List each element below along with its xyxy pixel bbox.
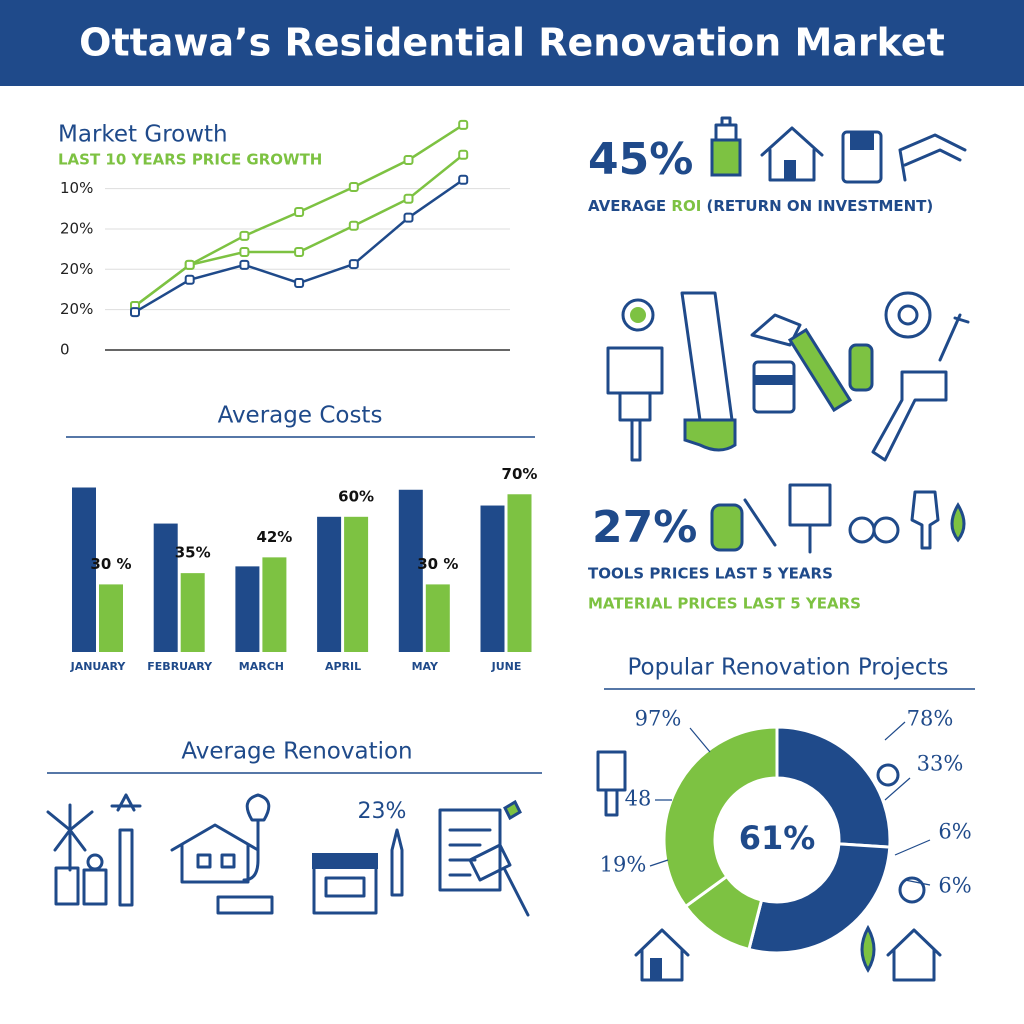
value-label: 30 % [90, 555, 131, 573]
bar [72, 487, 96, 652]
x-tick-label: JANUARY [70, 660, 127, 673]
data-point [184, 274, 195, 285]
data-point [348, 182, 359, 193]
annotation: 19% [600, 853, 647, 877]
leader-line [904, 879, 931, 886]
stat-label: MATERIAL PRICES LAST 5 YEARS [588, 595, 861, 613]
bar [180, 573, 205, 652]
leader-line [689, 727, 711, 753]
donut-slice [775, 725, 892, 849]
bar [480, 505, 505, 652]
stat-value: 27% [592, 502, 697, 553]
data-point [239, 259, 250, 270]
data-point [294, 207, 305, 218]
annotation: 48 [625, 787, 652, 811]
x-tick-label: MARCH [239, 660, 284, 673]
donut-slice [747, 842, 892, 955]
data-point [294, 246, 305, 257]
section-title: Average Renovation [181, 739, 412, 765]
renovation-icons [46, 793, 530, 917]
data-point [403, 154, 414, 165]
data-point [458, 174, 469, 185]
x-tick-label: MAY [412, 660, 439, 673]
stat-value: 45% [588, 134, 693, 185]
bar [507, 494, 532, 652]
value-label: 70% [502, 465, 538, 483]
page-title: Ottawa’s Residential Renovation Market [79, 21, 945, 65]
stat-label: AVERAGE ROI (RETURN ON INVESTMENT) [588, 197, 933, 215]
data-point [184, 259, 195, 270]
chart-title: Average Costs [218, 403, 383, 429]
data-point [130, 307, 140, 318]
annotation: 6% [938, 820, 971, 844]
bar [153, 523, 178, 652]
data-point [294, 278, 305, 289]
chart-title: Popular Renovation Projects [627, 655, 948, 681]
stat-value: 23% [358, 799, 407, 824]
header-bar [0, 0, 1024, 86]
x-tick-label: JUNE [491, 660, 522, 673]
donut-slice [662, 725, 779, 909]
y-tick-label: 20% [60, 260, 93, 278]
price-icons [710, 483, 966, 554]
leader-line [884, 721, 906, 741]
leader-line [894, 839, 931, 856]
label-part: (RETURN ON INVESTMENT) [701, 197, 933, 215]
donut-icons [596, 750, 942, 982]
leader-line [649, 859, 669, 867]
bar [398, 489, 423, 652]
value-label: 60% [338, 487, 374, 505]
data-point [458, 119, 469, 130]
annotation: 33% [917, 752, 964, 776]
data-point [458, 149, 469, 160]
data-point [348, 220, 359, 231]
label-highlight: ROI [671, 197, 701, 215]
data-point [403, 193, 414, 204]
x-tick-label: APRIL [325, 660, 361, 673]
annotation: 78% [907, 707, 954, 731]
annotation: 97% [635, 707, 682, 731]
data-point [403, 212, 414, 223]
leader-line [884, 777, 911, 801]
data-line [134, 178, 464, 314]
label-part: AVERAGE [588, 197, 671, 215]
y-tick-label: 20% [60, 300, 93, 318]
value-label: 35% [175, 544, 211, 562]
center-label: 61% [739, 819, 816, 857]
y-tick-label: 10% [60, 179, 93, 197]
value-label: 42% [256, 528, 292, 546]
value-label: 30 % [417, 555, 458, 573]
y-tick-label: 0 [60, 341, 70, 359]
bar [317, 516, 342, 652]
annotation: 6% [938, 874, 971, 898]
data-point [239, 246, 250, 257]
bar [99, 584, 123, 652]
chart-subtitle: LAST 10 YEARS PRICE GROWTH [58, 151, 322, 169]
x-tick-label: FEBRUARY [147, 660, 213, 673]
tools-icons [606, 291, 970, 462]
data-point [348, 259, 359, 270]
bar [344, 516, 369, 652]
data-point [239, 230, 250, 241]
stat-label: TOOLS PRICES LAST 5 YEARS [588, 565, 833, 583]
chart-title: Market Growth [58, 122, 228, 148]
roi-icons [710, 116, 967, 184]
bar [425, 584, 450, 652]
bar [235, 566, 260, 652]
bar [262, 557, 287, 652]
y-tick-label: 20% [60, 219, 93, 237]
